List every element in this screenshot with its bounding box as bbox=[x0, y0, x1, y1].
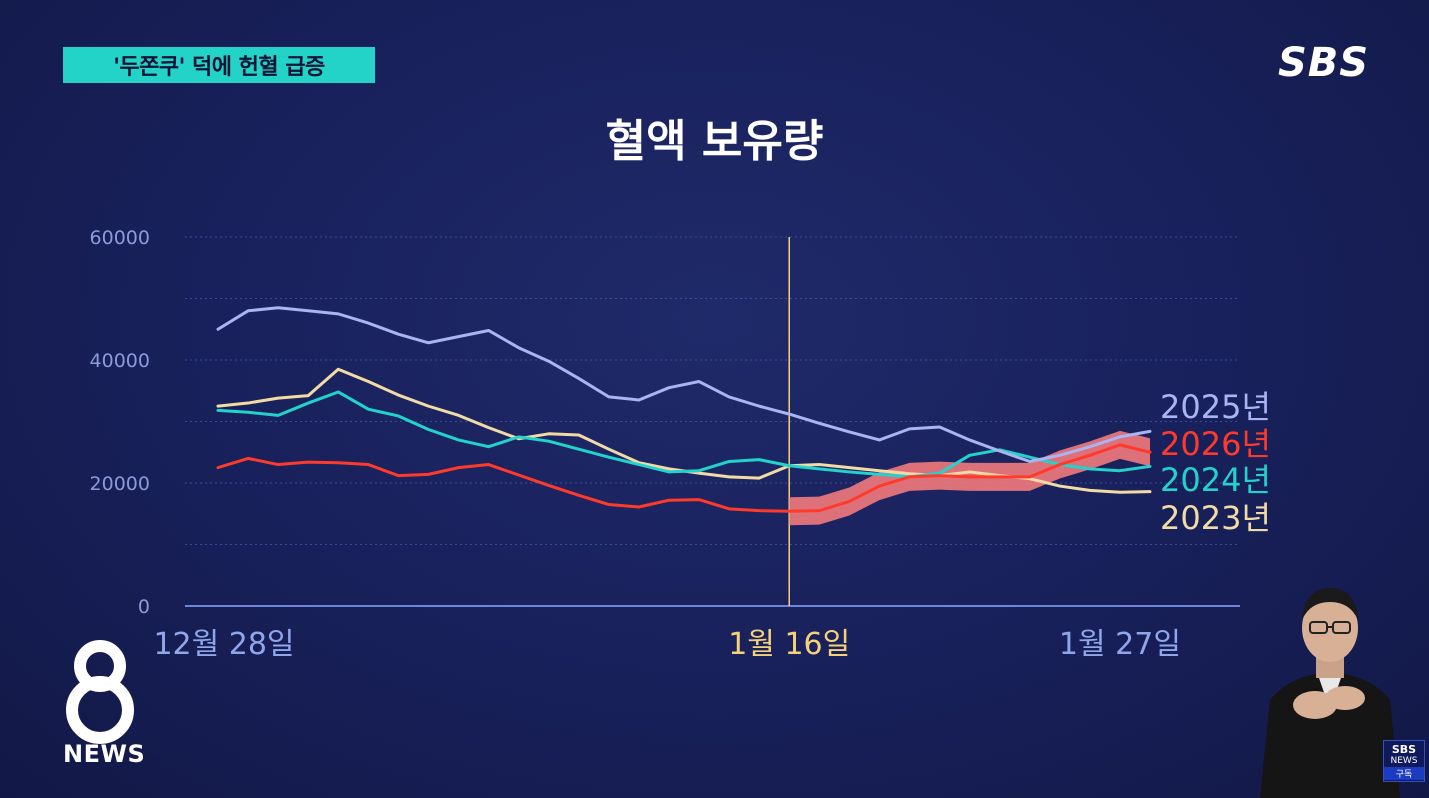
subscribe-badge-sbs: SBS bbox=[1391, 743, 1417, 756]
series-label: 2024년 bbox=[1160, 461, 1271, 499]
sign-language-interpreter-icon bbox=[1260, 588, 1400, 798]
subscribe-badge-label: 구독 bbox=[1384, 767, 1424, 780]
series-label: 2023년 bbox=[1160, 499, 1271, 537]
subscribe-badge-news: NEWS bbox=[1390, 756, 1418, 766]
y-tick-label: 0 bbox=[138, 596, 150, 618]
series-line bbox=[216, 306, 1152, 463]
chart-title: 혈액 보유량 bbox=[605, 116, 824, 167]
series-label: 2026년 bbox=[1160, 425, 1271, 463]
headline-banner: '두쫀쿠' 덕에 헌혈 급증 bbox=[63, 47, 375, 83]
x-tick-label: 12월 28일 bbox=[153, 627, 294, 662]
series-line bbox=[216, 443, 1152, 513]
sbs-logo: SBS bbox=[1278, 40, 1370, 86]
subscribe-badge[interactable]: SBS NEWS 구독 bbox=[1383, 740, 1425, 782]
news8-logo-icon bbox=[66, 640, 134, 744]
y-tick-label: 60000 bbox=[90, 227, 150, 249]
y-tick-label: 20000 bbox=[90, 473, 150, 495]
series-label: 2025년 bbox=[1160, 388, 1271, 426]
y-tick-label: 40000 bbox=[90, 350, 150, 372]
x-tick-label: 1월 16일 bbox=[728, 627, 850, 662]
x-tick-label: 1월 27일 bbox=[1059, 627, 1181, 662]
news-label: NEWS bbox=[63, 740, 146, 768]
